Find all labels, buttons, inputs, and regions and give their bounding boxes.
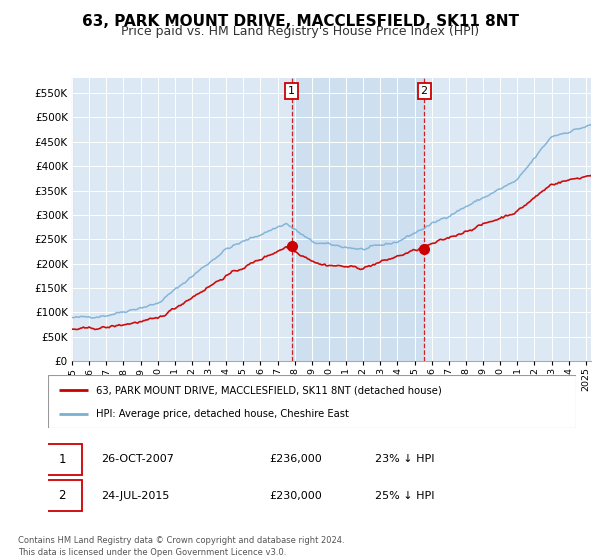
Text: 2: 2 <box>421 86 428 96</box>
FancyBboxPatch shape <box>43 444 82 475</box>
Text: 1: 1 <box>59 452 66 466</box>
Text: 23% ↓ HPI: 23% ↓ HPI <box>376 454 435 464</box>
Text: 25% ↓ HPI: 25% ↓ HPI <box>376 491 435 501</box>
FancyBboxPatch shape <box>48 375 576 428</box>
Bar <box>292 78 424 361</box>
Text: Price paid vs. HM Land Registry's House Price Index (HPI): Price paid vs. HM Land Registry's House … <box>121 25 479 38</box>
Text: 63, PARK MOUNT DRIVE, MACCLESFIELD, SK11 8NT (detached house): 63, PARK MOUNT DRIVE, MACCLESFIELD, SK11… <box>95 385 441 395</box>
Text: Contains HM Land Registry data © Crown copyright and database right 2024.
This d: Contains HM Land Registry data © Crown c… <box>18 536 344 557</box>
Text: £236,000: £236,000 <box>270 454 323 464</box>
Text: 24-JUL-2015: 24-JUL-2015 <box>101 491 169 501</box>
FancyBboxPatch shape <box>43 480 82 511</box>
Text: £230,000: £230,000 <box>270 491 323 501</box>
Text: HPI: Average price, detached house, Cheshire East: HPI: Average price, detached house, Ches… <box>95 409 349 419</box>
Text: 63, PARK MOUNT DRIVE, MACCLESFIELD, SK11 8NT: 63, PARK MOUNT DRIVE, MACCLESFIELD, SK11… <box>82 14 518 29</box>
Text: 2: 2 <box>59 489 66 502</box>
Text: 1: 1 <box>288 86 295 96</box>
Text: 26-OCT-2007: 26-OCT-2007 <box>101 454 173 464</box>
